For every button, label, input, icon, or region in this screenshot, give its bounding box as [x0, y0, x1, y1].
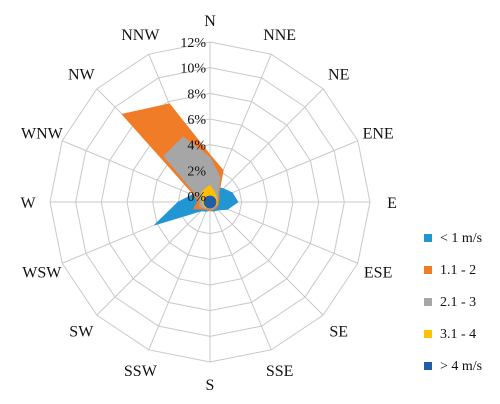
legend-swatch-4	[424, 362, 432, 370]
direction-labels: N NNE NE ENE E ESE SE SSE S SSW SW WSW W WNW NW NNW	[20, 13, 396, 394]
grid-spoke	[148, 207, 209, 351]
direction-label-se: SE	[329, 324, 348, 341]
radial-tick-label: 6%	[187, 113, 206, 128]
grid-spoke	[213, 205, 324, 316]
series-areas	[121, 103, 239, 226]
radial-tick-labels: 0% 2% 4% 6% 8% 10% 12%	[180, 36, 206, 205]
direction-label-e: E	[387, 195, 397, 212]
legend-swatch-3	[424, 330, 432, 338]
direction-label-nw: NW	[68, 66, 96, 83]
grid-spoke	[215, 140, 359, 201]
direction-label-w: W	[20, 195, 36, 212]
legend-swatch-2	[424, 298, 432, 306]
radial-tick-label: 12%	[180, 36, 206, 51]
direction-label-sw: SW	[69, 324, 94, 341]
direction-label-ne: NE	[328, 66, 349, 83]
direction-label-s: S	[206, 377, 215, 394]
legend-label-2: 2.1 - 3	[440, 295, 476, 310]
legend-swatch-0	[424, 234, 432, 242]
direction-label-wsw: WSW	[22, 265, 62, 282]
legend-label-3: 3.1 - 4	[440, 327, 476, 342]
grid-spoke	[96, 205, 207, 316]
grid-spoke	[211, 207, 272, 351]
radial-tick-label: 8%	[187, 87, 206, 102]
grid-spoke	[213, 88, 324, 199]
direction-label-nne: NNE	[263, 27, 296, 44]
radial-grid	[49, 41, 371, 363]
legend: < 1 m/s 1.1 - 2 2.1 - 3 3.1 - 4 > 4 m/s	[424, 231, 482, 374]
legend-label-0: < 1 m/s	[440, 231, 482, 246]
grid-spoke	[215, 203, 359, 264]
radial-tick-label: 4%	[187, 139, 206, 154]
direction-label-ene: ENE	[363, 125, 394, 142]
radial-tick-label: 2%	[187, 164, 206, 179]
direction-label-n: N	[204, 13, 216, 30]
legend-label-4: > 4 m/s	[440, 359, 482, 374]
direction-label-ese: ESE	[364, 265, 392, 282]
legend-swatch-1	[424, 266, 432, 274]
direction-label-nnw: NNW	[121, 27, 160, 44]
radial-tick-label: 0%	[187, 190, 206, 205]
radial-tick-label: 10%	[180, 62, 206, 77]
grid-spoke	[61, 140, 205, 201]
direction-label-wnw: WNW	[21, 125, 64, 142]
series-area-4	[203, 195, 217, 209]
direction-label-ssw: SSW	[124, 363, 158, 380]
legend-label-1: 1.1 - 2	[440, 263, 476, 278]
direction-label-sse: SSE	[266, 363, 294, 380]
